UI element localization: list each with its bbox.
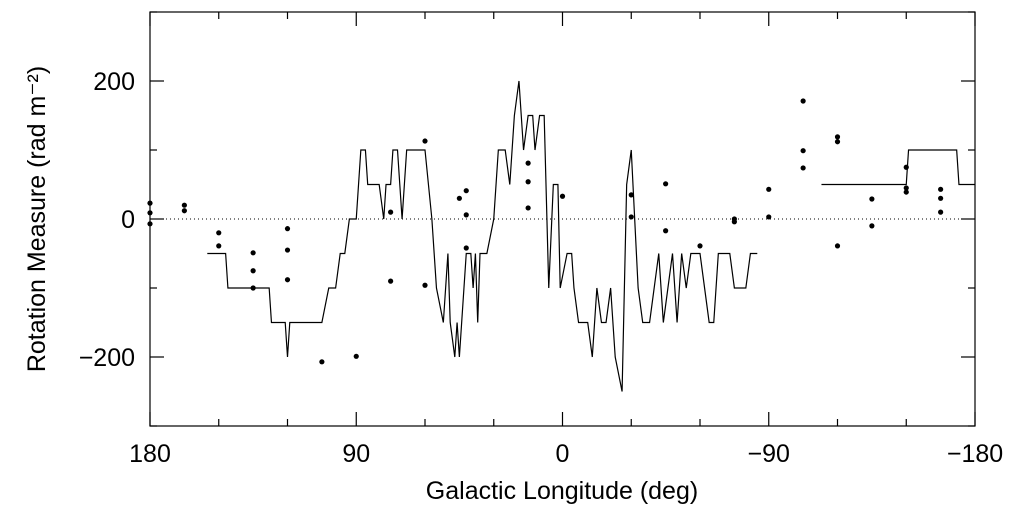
data-point (903, 185, 909, 191)
data-point (147, 221, 153, 227)
data-point (938, 195, 944, 201)
data-point (147, 210, 153, 216)
data-point (463, 245, 469, 251)
x-axis-label: Galactic Longitude (deg) (426, 477, 698, 505)
data-point (834, 243, 841, 249)
data-point (869, 196, 875, 202)
data-point (319, 359, 325, 365)
data-point (697, 243, 703, 249)
y-axis-label: Rotation Measure (rad m⁻²) (23, 66, 51, 372)
model-line (821, 149, 975, 186)
data-point (766, 214, 772, 220)
data-point (422, 138, 428, 144)
data-point (731, 219, 737, 225)
data-point (250, 268, 256, 274)
data-point (353, 353, 359, 359)
data-point (463, 212, 469, 218)
data-point (284, 247, 291, 253)
data-point (422, 282, 428, 288)
y-tick-label: 0 (121, 206, 135, 234)
data-point (766, 186, 772, 192)
x-tick-label: −180 (947, 440, 1003, 468)
data-point (284, 277, 291, 283)
data-point (834, 134, 841, 140)
data-point (284, 226, 291, 232)
x-tick-label: 180 (129, 440, 171, 468)
y-tick-label: 200 (93, 68, 135, 96)
data-point (525, 179, 531, 185)
data-point (869, 223, 875, 229)
data-point (938, 186, 944, 192)
data-point (525, 205, 531, 211)
data-point (525, 160, 531, 166)
data-point (559, 193, 566, 199)
x-tick-label: 0 (556, 440, 570, 468)
data-point (628, 214, 634, 220)
data-point (628, 192, 634, 198)
data-point (800, 165, 806, 171)
data-point (388, 278, 394, 284)
data-point (834, 139, 841, 145)
data-point (250, 250, 256, 256)
data-point (938, 209, 944, 215)
data-point (663, 228, 669, 234)
data-point (463, 188, 469, 194)
data-point (800, 98, 806, 104)
x-tick-label: −90 (748, 440, 790, 468)
model-line (207, 80, 758, 392)
data-point (388, 209, 394, 215)
data-point (216, 243, 222, 249)
data-point (903, 189, 909, 195)
data-point (456, 195, 462, 201)
data-point (663, 181, 669, 187)
data-point (181, 208, 187, 214)
data-point (181, 202, 187, 208)
data-point (800, 148, 806, 154)
data-point (147, 200, 153, 206)
y-tick-label: −200 (79, 344, 135, 372)
data-point (216, 230, 222, 236)
x-tick-label: 90 (342, 440, 370, 468)
